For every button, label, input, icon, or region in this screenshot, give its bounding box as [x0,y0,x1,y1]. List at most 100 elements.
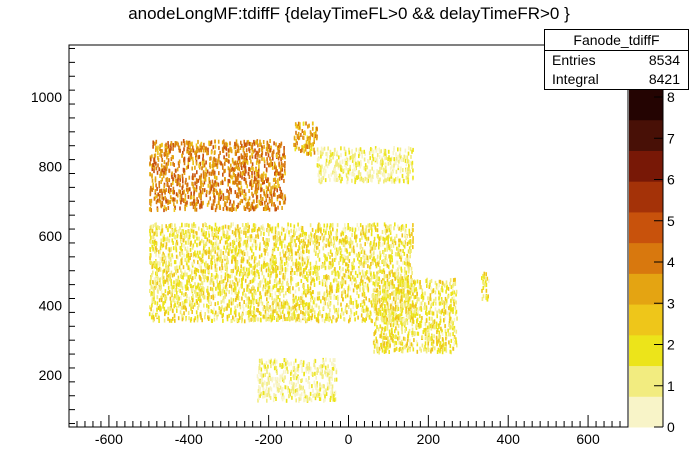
heatmap-bin [323,233,326,238]
heatmap-bin [265,173,267,178]
heatmap-bin [283,152,285,157]
heatmap-bin [408,228,411,233]
heatmap-bin [173,208,176,212]
heatmap-bin [268,285,271,290]
heatmap-bin [323,319,326,324]
heatmap-bin [329,291,332,296]
heatmap-bin [376,152,379,157]
heatmap-bin [184,180,187,185]
heatmap-bin [227,236,229,241]
heatmap-bin [261,271,264,276]
heatmap-bin [261,201,264,206]
heatmap-bin [280,141,283,146]
heatmap-bin [229,300,231,305]
heatmap-bin [199,144,201,149]
heatmap-bin [198,175,201,180]
heatmap-bin [195,178,198,183]
heatmap-bin [277,205,279,210]
heatmap-bin [267,149,269,154]
heatmap-bin [330,264,332,269]
heatmap-bin [164,190,166,195]
heatmap-bin [150,240,152,245]
heatmap-bin [151,273,153,278]
heatmap-bin [319,150,322,155]
heatmap-bin [150,186,152,191]
heatmap-bin [164,255,166,260]
heatmap-bin [235,238,238,242]
heatmap-bin [284,196,287,201]
heatmap-bin [287,302,290,307]
heatmap-bin [409,254,411,259]
heatmap-bin [179,193,182,198]
heatmap-bin [275,299,278,304]
heatmap-bin [331,222,334,227]
heatmap-bin [263,157,265,162]
heatmap-bin [401,224,404,229]
heatmap-bin [342,281,344,286]
heatmap-bin [449,278,452,283]
heatmap-bin [323,253,325,257]
heatmap-bin [329,284,331,289]
heatmap-bin [329,261,332,266]
heatmap-bin [200,192,202,197]
heatmap-bin [177,275,180,280]
heatmap-bin [354,270,357,275]
heatmap-bin [152,309,155,314]
heatmap-bin [308,302,311,307]
heatmap-bin [219,160,221,165]
heatmap-bin [266,193,269,198]
heatmap-bin [218,306,221,311]
heatmap-bin [186,200,188,205]
heatmap-bin [159,194,161,198]
heatmap-bin [252,149,255,154]
heatmap-bin [365,229,368,234]
heatmap-bin [212,145,215,150]
heatmap-bin [296,267,298,272]
heatmap-bin [408,306,410,311]
heatmap-bin [267,266,270,271]
heatmap-bin [397,275,399,280]
heatmap-bin [411,271,413,275]
heatmap-bin [275,307,277,312]
heatmap-bin [245,303,247,308]
heatmap-bin [332,155,334,160]
heatmap-bin [286,226,289,231]
heatmap-bin [198,291,200,296]
heatmap-bin [308,123,310,128]
heatmap-bin [318,226,321,231]
heatmap-bin [214,208,217,213]
heatmap-bin [374,286,377,291]
heatmap-bin [214,275,217,280]
heatmap-bin [392,178,394,183]
heatmap-bin [179,206,181,211]
heatmap-bin [173,190,175,195]
heatmap-bin [280,315,283,319]
heatmap-bin [267,262,270,267]
heatmap-bin [174,228,176,233]
heatmap-bin [207,304,210,309]
heatmap-bin [234,305,236,310]
heatmap-bin [167,153,169,158]
heatmap-bin [265,147,268,152]
heatmap-bin [226,268,228,273]
heatmap-bin [384,281,387,285]
heatmap-bin [318,249,321,254]
heatmap-bin [322,295,324,300]
heatmap-bin [321,282,324,287]
heatmap-bin [236,149,239,154]
heatmap-bin [255,177,258,182]
heatmap-bin [241,284,243,289]
heatmap-bin [398,238,400,243]
heatmap-bin [173,163,175,167]
heatmap-bin [271,165,274,170]
heatmap-bin [397,252,399,257]
heatmap-bin [280,161,283,166]
heatmap-bin [244,293,247,298]
heatmap-bin [379,243,382,248]
heatmap-bin [246,284,249,289]
heatmap-bin [260,177,263,182]
heatmap-bin [252,193,254,198]
heatmap-bin [209,299,211,304]
heatmap-bin [184,258,186,262]
